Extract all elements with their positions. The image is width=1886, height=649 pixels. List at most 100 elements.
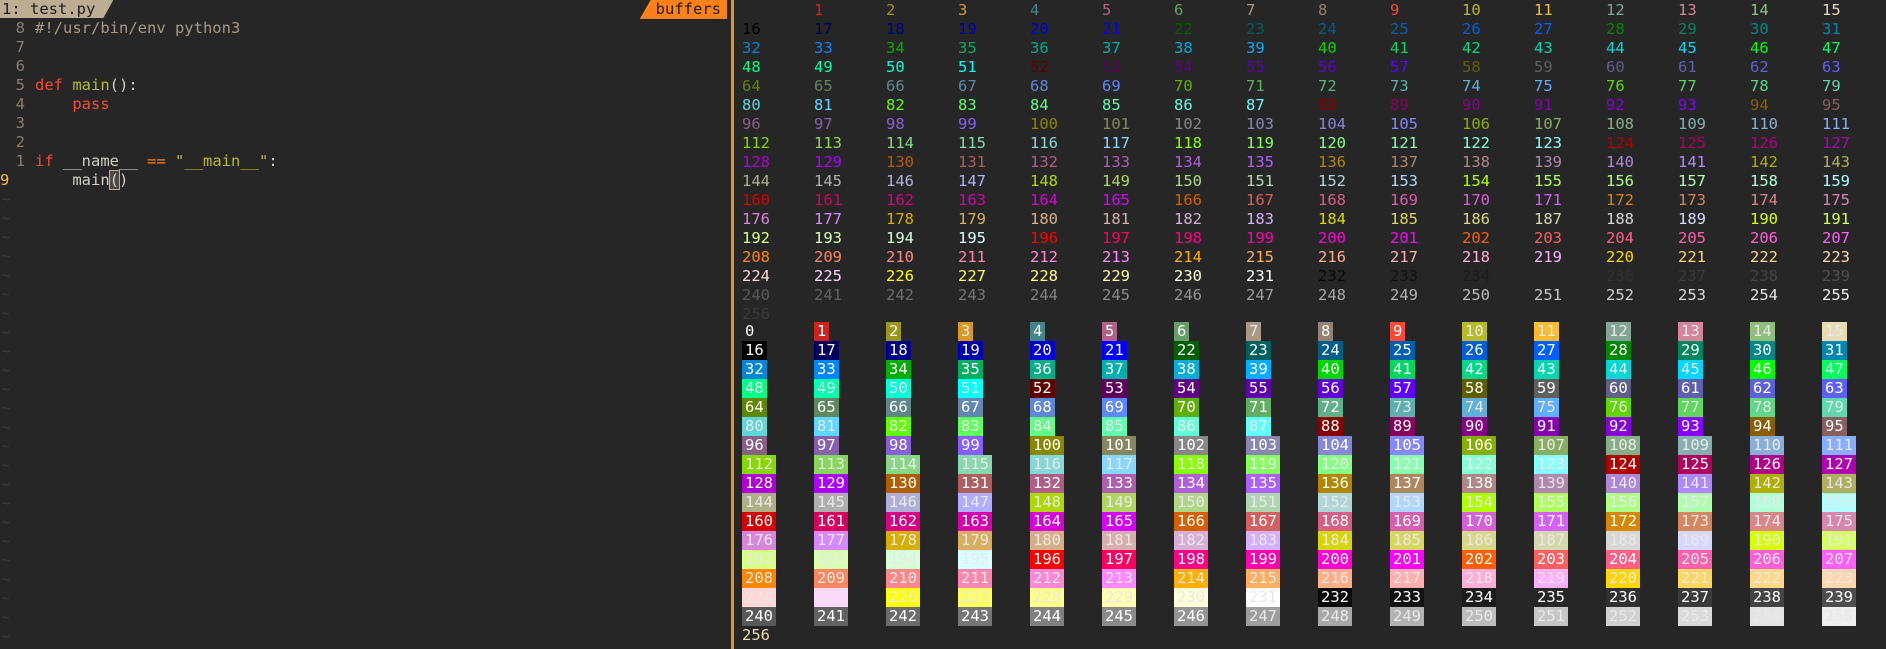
fg-color-sample: 33	[814, 39, 833, 57]
fg-color-sample: 180	[1030, 210, 1058, 228]
code-line[interactable]: 3	[0, 114, 731, 133]
fg-color-sample: 170	[1462, 191, 1490, 209]
fg-color-sample: 144	[742, 172, 770, 190]
fg-color-sample: 137	[1390, 153, 1418, 171]
bg-color-sample: 14	[1750, 322, 1775, 341]
bg-color-sample: 74	[1462, 398, 1487, 417]
fg-color-sample: 139	[1534, 153, 1562, 171]
fg-color-sample: 53	[1102, 58, 1121, 76]
fg-color-sample: 178	[886, 210, 914, 228]
fg-color-sample: 18	[886, 20, 905, 38]
bg-color-sample: 103	[1246, 436, 1280, 455]
code-line[interactable]: 5 def main():	[0, 76, 731, 95]
fg-color-sample: 185	[1390, 210, 1418, 228]
fg-color-sample: 162	[886, 191, 914, 209]
empty-line: ~	[0, 323, 731, 342]
fg-color-sample: 184	[1318, 210, 1346, 228]
code-line[interactable]: 6	[0, 57, 731, 76]
bg-color-sample: 140	[1606, 474, 1640, 493]
bg-color-sample: 109	[1678, 436, 1712, 455]
code-area[interactable]: 8 #!/usr/bin/env python3 7 6 5 def main(): 4 p…	[0, 19, 731, 646]
fg-color-sample: 202	[1462, 229, 1490, 247]
bg-color-sample: 121	[1390, 455, 1424, 474]
fg-color-sample: 85	[1102, 96, 1121, 114]
fg-color-sample: 154	[1462, 172, 1490, 190]
bg-color-sample: 145	[814, 493, 848, 512]
fg-color-sample: 26	[1462, 20, 1481, 38]
code-line[interactable]: 4 pass	[0, 95, 731, 114]
tilde-marker: ~	[1, 513, 11, 531]
fg-color-sample: 252	[1606, 286, 1634, 304]
bg-color-sample: 131	[958, 474, 992, 493]
line-number: 8	[15, 19, 25, 37]
bg-color-sample: 105	[1390, 436, 1424, 455]
line-number: 3	[15, 114, 25, 132]
fg-color-sample: 46	[1750, 39, 1769, 57]
editor-pane[interactable]: 1: test.py buffers 8 #!/usr/bin/env pytho…	[0, 0, 731, 649]
fg-color-sample: 147	[958, 172, 986, 190]
terminal-pane[interactable]: 0 1 2 3 4 5 6 7 8 9 10 11 12 13 14 15 16 17 18 19 20 21 22 23 24…	[734, 0, 1886, 649]
fg-color-sample: 204	[1606, 229, 1634, 247]
bg-color-sample: 138	[1462, 474, 1496, 493]
fg-color-sample: 71	[1246, 77, 1265, 95]
empty-line: ~	[0, 247, 731, 266]
tab-test-py[interactable]: 1: test.py	[0, 0, 113, 18]
bg-color-sample: 49	[814, 379, 839, 398]
fg-color-sample: 61	[1678, 58, 1697, 76]
bg-color-sample: 127	[1822, 455, 1856, 474]
code-line[interactable]: 9 main()	[0, 170, 731, 190]
fg-color-sample: 193	[814, 229, 842, 247]
bg-color-sample: 249	[1390, 607, 1424, 626]
fg-color-sample: 40	[1318, 39, 1337, 57]
fg-color-sample: 92	[1606, 96, 1625, 114]
bg-color-sample: 82	[886, 417, 911, 436]
tilde-marker: ~	[1, 437, 11, 455]
fg-color-sample: 13	[1678, 1, 1697, 19]
bg-color-sample: 148	[1030, 493, 1064, 512]
bg-color-sample: 167	[1246, 512, 1280, 531]
bg-color-sample: 190	[1750, 531, 1784, 550]
window-divider[interactable]	[731, 0, 734, 649]
empty-line: ~	[0, 513, 731, 532]
line-text: pass	[35, 95, 109, 114]
fg-color-sample: 208	[742, 248, 770, 266]
line-number: 4	[15, 95, 25, 113]
code-line[interactable]: 7	[0, 38, 731, 57]
fg-color-sample: 150	[1174, 172, 1202, 190]
bg-color-sample: 128	[742, 474, 776, 493]
fg-color-sample: 48	[742, 58, 761, 76]
bg-color-sample: 120	[1318, 455, 1352, 474]
bg-color-sample: 8	[1318, 322, 1334, 341]
empty-line: ~	[0, 570, 731, 589]
bg-color-sample: 184	[1318, 531, 1352, 550]
line-number: 5	[15, 76, 25, 94]
fg-color-sample: 136	[1318, 153, 1346, 171]
fg-color-sample: 167	[1246, 191, 1274, 209]
fg-color-sample: 10	[1462, 1, 1481, 19]
fg-color-sample: 244	[1030, 286, 1058, 304]
fg-color-sample: 175	[1822, 191, 1850, 209]
code-line[interactable]: 1 if __name__ == "__main__":	[0, 152, 731, 171]
code-line[interactable]: 2	[0, 133, 731, 152]
keyword: def	[35, 76, 63, 94]
fg-color-sample: 116	[1030, 134, 1058, 152]
bg-color-sample: 245	[1102, 607, 1136, 626]
buffers-indicator: buffers	[639, 0, 727, 19]
bg-color-sample: 17	[814, 341, 839, 360]
bg-color-sample: 66	[886, 398, 911, 417]
bg-color-sample: 96	[742, 436, 767, 455]
tilde-marker: ~	[1, 475, 11, 493]
code-line[interactable]: 8 #!/usr/bin/env python3	[0, 19, 731, 38]
bg-color-sample: 123	[1534, 455, 1568, 474]
fg-color-sample: 79	[1822, 77, 1841, 95]
bg-color-sample: 183	[1246, 531, 1280, 550]
empty-line: ~	[0, 399, 731, 418]
bg-color-sample: 218	[1462, 569, 1496, 588]
bg-color-sample: 146	[886, 493, 920, 512]
fg-color-sample: 197	[1102, 229, 1130, 247]
bg-color-sample: 172	[1606, 512, 1640, 531]
bg-color-sample: 124	[1606, 455, 1640, 474]
empty-line: ~	[0, 589, 731, 608]
bg-color-sample: 220	[1606, 569, 1640, 588]
fg-color-sample: 41	[1390, 39, 1409, 57]
